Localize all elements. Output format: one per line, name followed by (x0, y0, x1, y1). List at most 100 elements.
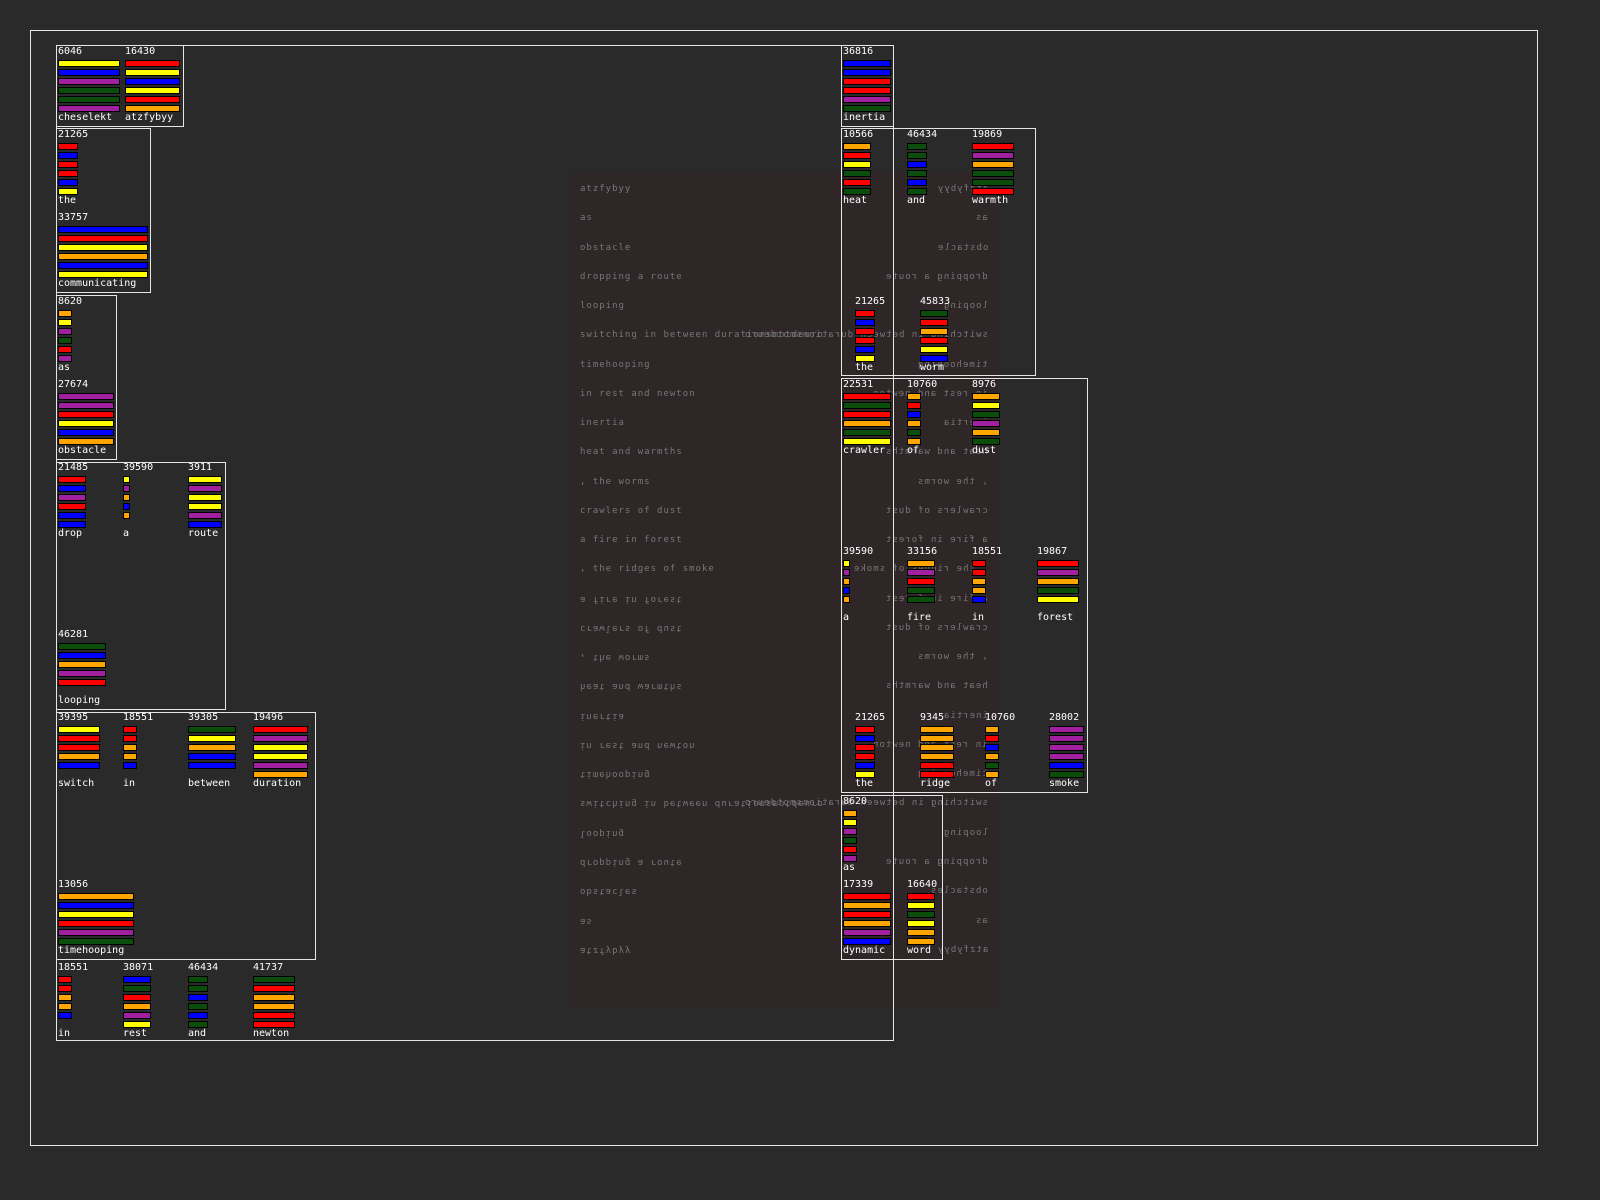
word-number: 3911 (188, 462, 213, 473)
color-bar (1037, 587, 1079, 594)
color-bar (972, 402, 1000, 409)
word-number: 18551 (123, 712, 154, 723)
color-bar (188, 494, 222, 501)
color-bar (123, 1003, 151, 1010)
w-between: 39305 between (188, 713, 236, 793)
color-bars (125, 60, 180, 114)
word-number: 27674 (58, 379, 89, 390)
poem-line: inertia (580, 418, 625, 429)
color-bar (188, 521, 222, 528)
word-number: 10760 (985, 712, 1016, 723)
w-timehooping: 13056 timehooping (58, 880, 134, 960)
color-bar (58, 438, 114, 445)
color-bar (843, 420, 891, 427)
word-number: 16430 (125, 46, 156, 57)
poem-line: heat and warmths (580, 447, 683, 458)
color-bar (188, 1003, 208, 1010)
color-bar (58, 643, 106, 650)
color-bar (58, 402, 114, 409)
word-label: duration (253, 778, 302, 789)
color-bar (1049, 753, 1084, 760)
color-bar (907, 560, 935, 567)
word-label: word (907, 945, 932, 956)
color-bar (972, 161, 1014, 168)
color-bar (58, 476, 86, 483)
word-label: and (188, 1028, 207, 1039)
word-number: 8620 (843, 796, 868, 807)
w-obstacle: 27674 obstacle (58, 380, 114, 460)
color-bar (58, 69, 120, 76)
color-bar (58, 152, 78, 159)
color-bar (1037, 596, 1079, 603)
color-bar (855, 726, 875, 733)
color-bar (188, 762, 236, 769)
w-the2: 21265 the (855, 297, 885, 377)
color-bar (972, 578, 986, 585)
word-label: fire (907, 612, 932, 623)
color-bar (58, 735, 100, 742)
word-number: 21265 (58, 129, 89, 140)
color-bar (843, 179, 871, 186)
color-bar (253, 1021, 295, 1028)
color-bar (972, 179, 1014, 186)
word-number: 39395 (58, 712, 89, 723)
word-number: 19869 (972, 129, 1003, 140)
color-bar (58, 346, 72, 353)
color-bar (253, 985, 295, 992)
color-bar (907, 420, 921, 427)
color-bars (188, 726, 236, 771)
word-label: heat (843, 195, 868, 206)
w-worm: 45833 worm (920, 297, 950, 377)
color-bar (188, 726, 236, 733)
group-box (841, 128, 1036, 376)
color-bars (58, 726, 100, 771)
color-bars (907, 143, 927, 197)
color-bars (972, 143, 1014, 197)
word-label: between (188, 778, 231, 789)
color-bars (58, 643, 106, 688)
w-word: 16640 word (907, 880, 937, 960)
color-bars (123, 476, 130, 521)
color-bar (253, 1012, 295, 1019)
color-bar (843, 438, 891, 445)
color-bar (972, 438, 1000, 445)
word-label: warmth (972, 195, 1009, 206)
color-bar (58, 652, 106, 659)
color-bar (123, 753, 137, 760)
color-bar (920, 355, 948, 362)
w-duration: 19496 duration (253, 713, 308, 793)
color-bars (123, 976, 151, 1030)
color-bar (855, 762, 875, 769)
color-bar (58, 328, 72, 335)
color-bar (920, 310, 948, 317)
word-label: a (123, 528, 130, 539)
color-bar (58, 429, 114, 436)
color-bar (843, 596, 850, 603)
color-bar (1049, 726, 1084, 733)
color-bars (907, 393, 921, 447)
poem-line: , the worms (580, 476, 651, 487)
color-bar (1049, 735, 1084, 742)
color-bars (58, 226, 148, 280)
color-bars (907, 560, 935, 605)
color-bar (58, 893, 134, 900)
color-bars (920, 726, 954, 780)
color-bar (985, 726, 999, 733)
group-box (841, 45, 894, 127)
color-bar (125, 60, 180, 67)
color-bar (58, 105, 120, 112)
color-bar (58, 411, 114, 418)
w-drop: 21485 drop (58, 463, 88, 543)
color-bars (58, 60, 120, 114)
word-number: 39590 (123, 462, 154, 473)
word-label: the (855, 362, 874, 373)
color-bar (123, 512, 130, 519)
w-looping: 46281 looping (58, 630, 106, 710)
color-bar (188, 985, 208, 992)
color-bar (985, 753, 999, 760)
word-number: 33757 (58, 212, 89, 223)
word-number: 8976 (972, 379, 997, 390)
color-bar (843, 837, 857, 844)
color-bar (843, 560, 850, 567)
color-bar (920, 726, 954, 733)
